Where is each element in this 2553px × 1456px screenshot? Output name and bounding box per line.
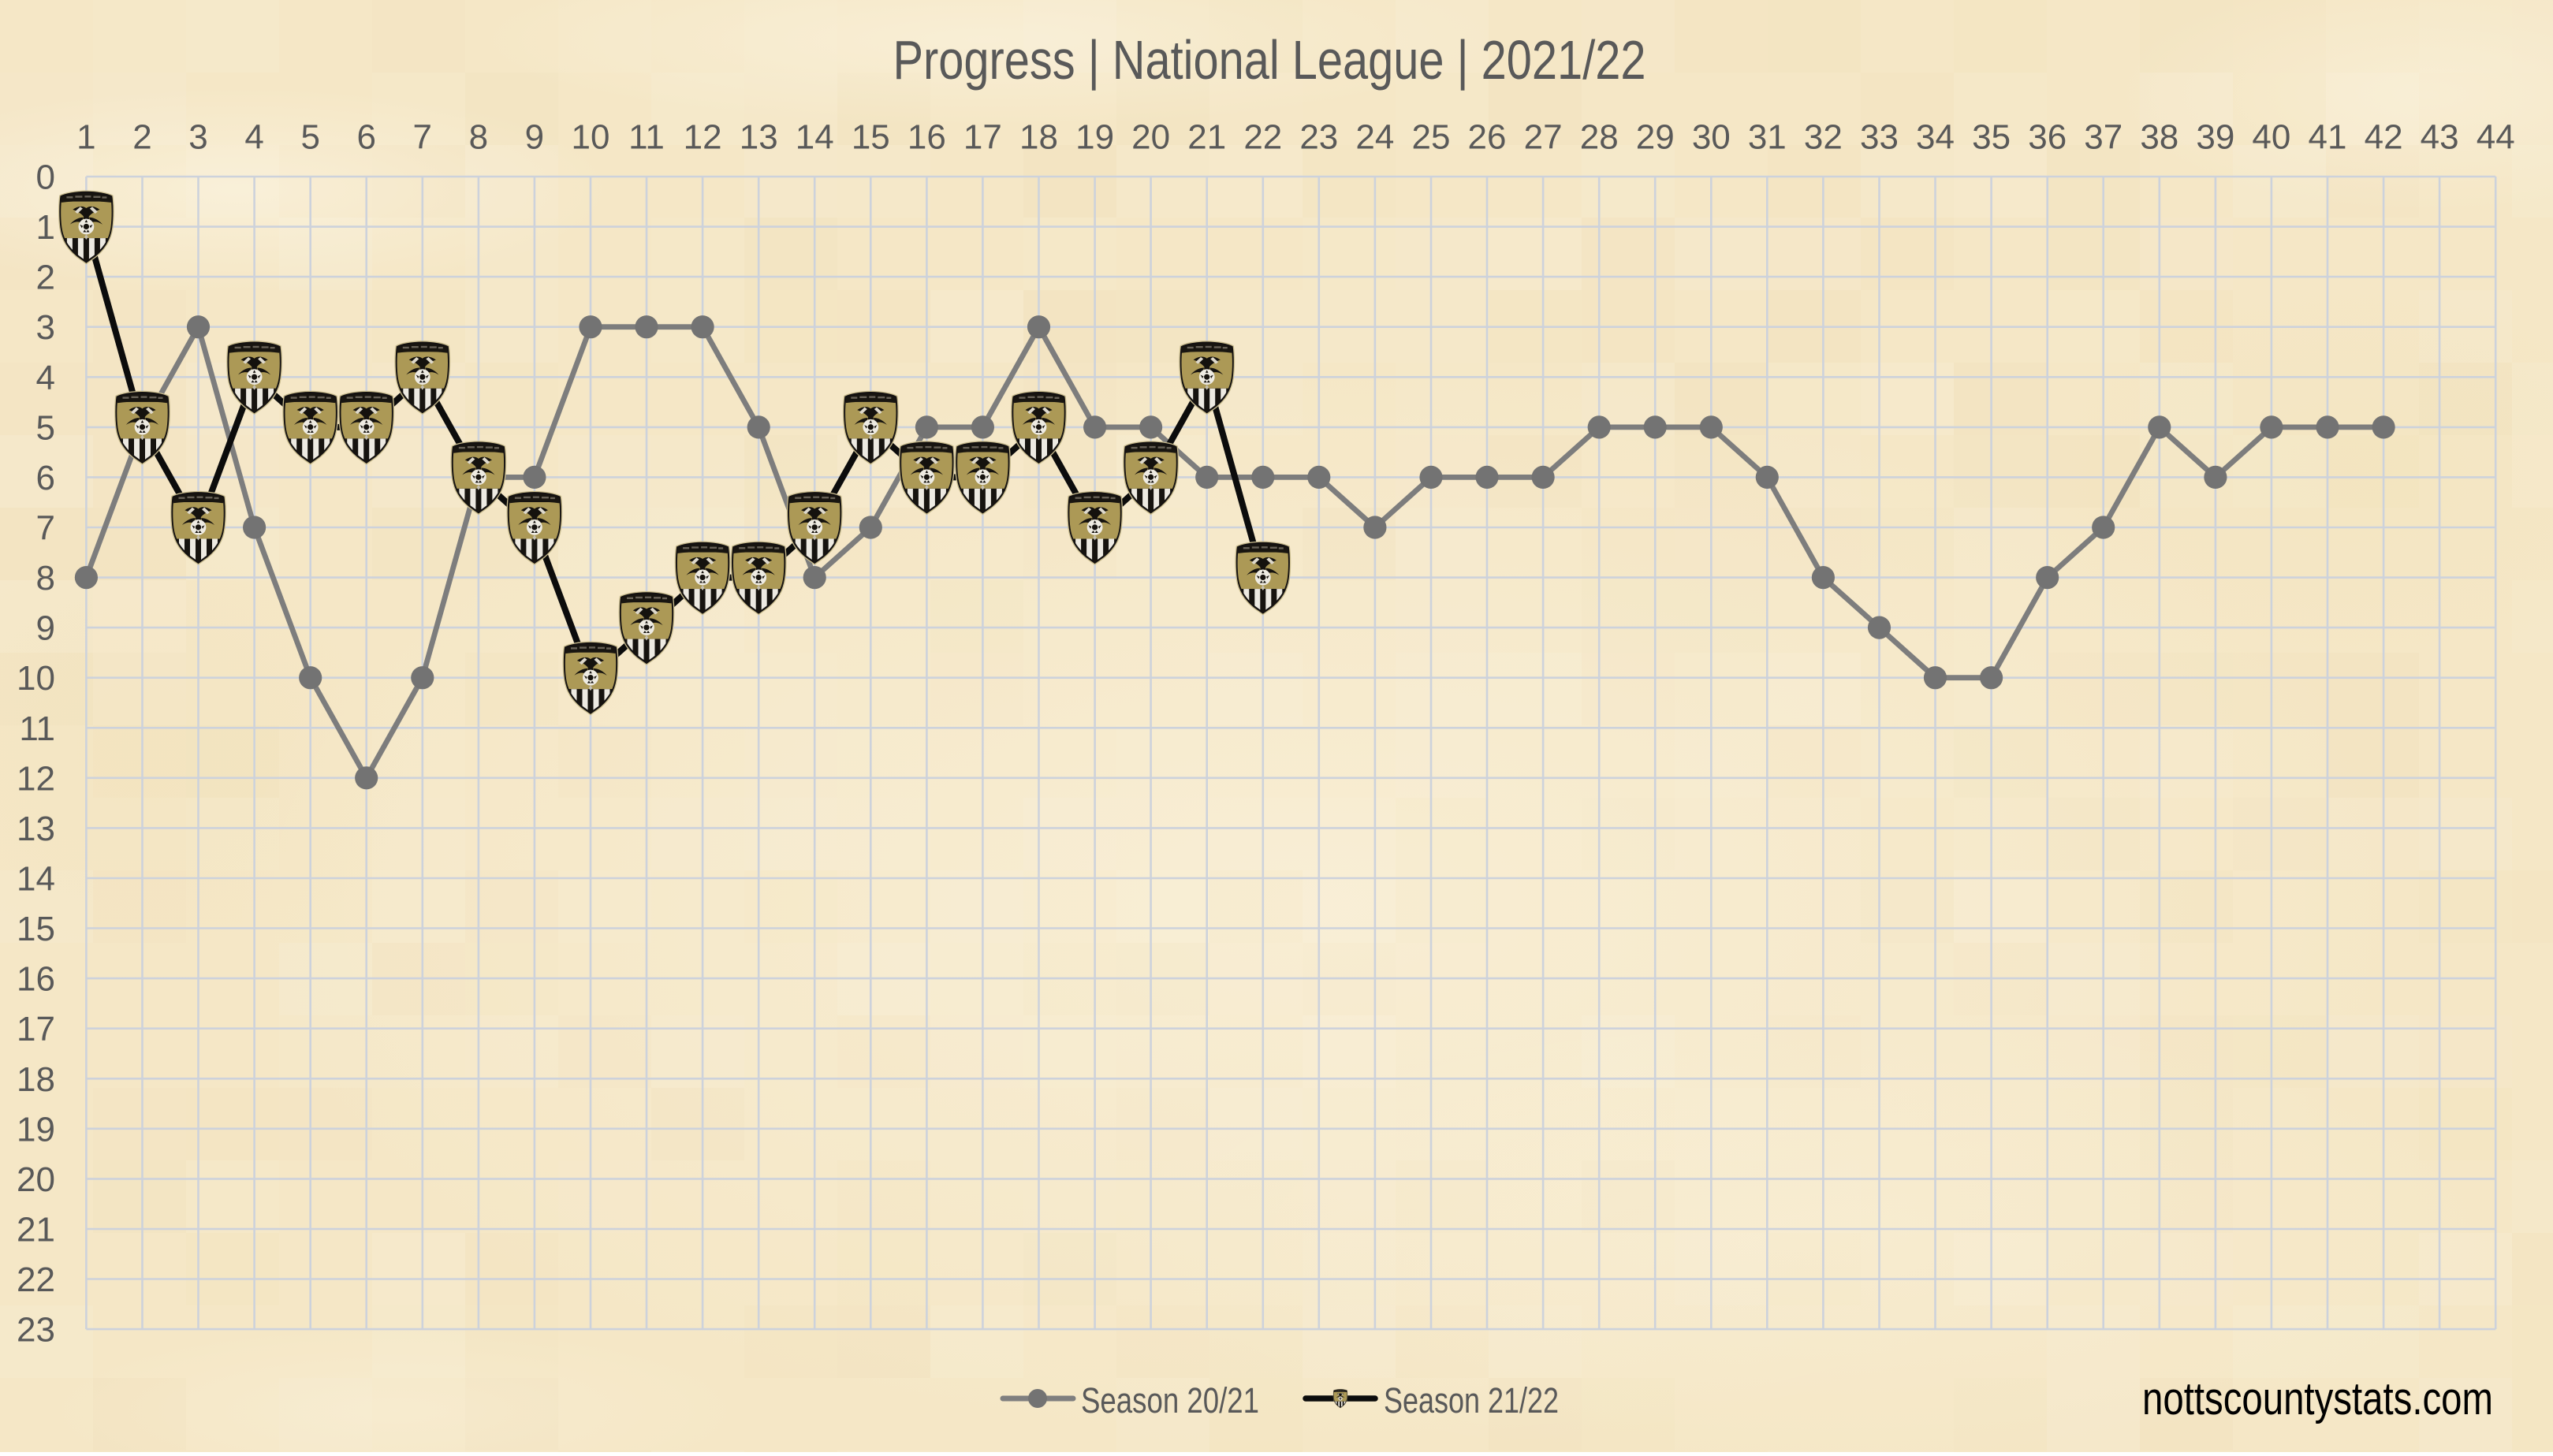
svg-text:14: 14 <box>17 860 55 899</box>
svg-text:0: 0 <box>36 158 55 197</box>
svg-text:21: 21 <box>17 1211 55 1249</box>
svg-text:29: 29 <box>1636 118 1675 157</box>
svg-text:22: 22 <box>1243 118 1282 157</box>
svg-text:5: 5 <box>300 118 319 157</box>
svg-text:39: 39 <box>2196 118 2234 157</box>
svg-text:15: 15 <box>17 910 55 948</box>
svg-text:23: 23 <box>17 1311 55 1350</box>
svg-text:43: 43 <box>2421 118 2459 157</box>
svg-text:11: 11 <box>628 118 665 157</box>
svg-text:2: 2 <box>132 118 151 157</box>
svg-text:10: 10 <box>17 659 55 698</box>
svg-text:6: 6 <box>356 118 375 157</box>
svg-text:36: 36 <box>2028 118 2067 157</box>
svg-text:44: 44 <box>2477 118 2515 157</box>
svg-text:17: 17 <box>963 118 1002 157</box>
svg-text:16: 16 <box>17 960 55 999</box>
svg-text:20: 20 <box>17 1160 55 1199</box>
svg-text:32: 32 <box>1804 118 1843 157</box>
svg-text:18: 18 <box>17 1060 55 1099</box>
svg-text:3: 3 <box>36 308 55 347</box>
svg-text:28: 28 <box>1580 118 1619 157</box>
svg-text:34: 34 <box>1916 118 1955 157</box>
svg-text:16: 16 <box>908 118 946 157</box>
svg-text:9: 9 <box>36 609 55 648</box>
svg-text:15: 15 <box>852 118 890 157</box>
svg-text:13: 13 <box>740 118 778 157</box>
svg-text:6: 6 <box>36 459 55 497</box>
svg-text:35: 35 <box>1972 118 2011 157</box>
svg-text:23: 23 <box>1299 118 1338 157</box>
svg-text:38: 38 <box>2140 118 2178 157</box>
svg-text:7: 7 <box>36 509 55 548</box>
svg-text:33: 33 <box>1860 118 1899 157</box>
svg-text:4: 4 <box>36 359 55 397</box>
svg-text:7: 7 <box>413 118 432 157</box>
svg-text:9: 9 <box>525 118 544 157</box>
svg-text:27: 27 <box>1524 118 1563 157</box>
svg-text:Progress | National League | 2: Progress | National League | 2021/22 <box>893 29 1646 91</box>
svg-text:26: 26 <box>1468 118 1507 157</box>
svg-text:31: 31 <box>1748 118 1787 157</box>
svg-text:3: 3 <box>188 118 207 157</box>
svg-text:21: 21 <box>1187 118 1226 157</box>
svg-text:2: 2 <box>36 259 55 297</box>
svg-text:30: 30 <box>1692 118 1731 157</box>
svg-text:8: 8 <box>36 559 55 598</box>
svg-text:5: 5 <box>36 408 55 447</box>
svg-text:41: 41 <box>2309 118 2347 157</box>
svg-text:nottscountystats.com: nottscountystats.com <box>2142 1373 2493 1424</box>
svg-text:20: 20 <box>1131 118 1170 157</box>
svg-text:19: 19 <box>1075 118 1114 157</box>
svg-text:22: 22 <box>17 1261 55 1299</box>
svg-text:1: 1 <box>76 118 95 157</box>
svg-text:11: 11 <box>19 709 55 748</box>
svg-text:4: 4 <box>244 118 263 157</box>
svg-text:12: 12 <box>684 118 722 157</box>
svg-text:1: 1 <box>36 208 55 247</box>
svg-text:19: 19 <box>17 1110 55 1149</box>
svg-text:12: 12 <box>17 759 55 798</box>
svg-text:Season 20/21: Season 20/21 <box>1081 1380 1259 1421</box>
svg-text:10: 10 <box>572 118 610 157</box>
svg-text:8: 8 <box>469 118 488 157</box>
svg-text:17: 17 <box>17 1010 55 1048</box>
svg-text:18: 18 <box>1019 118 1058 157</box>
svg-text:Season 21/22: Season 21/22 <box>1384 1380 1559 1421</box>
svg-text:37: 37 <box>2084 118 2123 157</box>
svg-text:13: 13 <box>17 810 55 848</box>
svg-text:14: 14 <box>796 118 834 157</box>
svg-text:25: 25 <box>1412 118 1451 157</box>
svg-text:40: 40 <box>2252 118 2290 157</box>
svg-text:42: 42 <box>2365 118 2403 157</box>
svg-text:24: 24 <box>1355 118 1394 157</box>
